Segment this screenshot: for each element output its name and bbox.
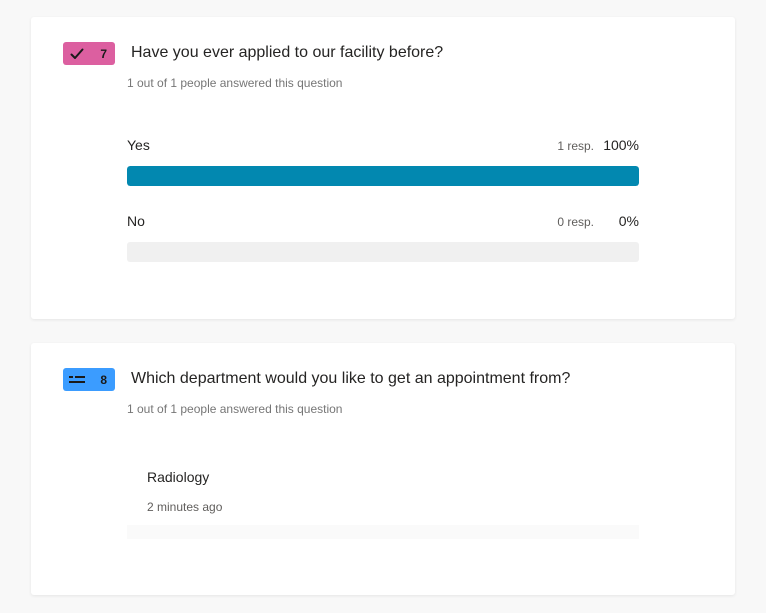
question-title: Which department would you like to get a…	[131, 370, 571, 387]
question-card-8: 8 Which department would you like to get…	[31, 343, 735, 595]
checkmark-icon	[69, 47, 85, 61]
question-card-7: 7 Have you ever applied to our facility …	[31, 17, 735, 319]
response-text: Radiology	[147, 469, 210, 485]
option-percent: 100%	[603, 137, 639, 153]
response-time: 2 minutes ago	[147, 500, 223, 514]
question-number: 7	[100, 46, 107, 61]
question-title: Have you ever applied to our facility be…	[131, 44, 444, 61]
response-footer	[127, 525, 639, 539]
response-item: Radiology 2 minutes ago	[127, 455, 639, 539]
option-label: No	[127, 213, 145, 229]
option-label: Yes	[127, 137, 150, 153]
option-percent: 0%	[618, 213, 639, 229]
question-badge-text: 8	[63, 368, 115, 391]
option-responses: 0 resp.	[557, 215, 594, 229]
question-badge-choice: 7	[63, 42, 115, 65]
question-number: 8	[100, 372, 107, 387]
option-bar-track	[127, 166, 639, 186]
option-bar-track	[127, 242, 639, 262]
answered-count: 1 out of 1 people answered this question	[127, 402, 343, 416]
answered-count: 1 out of 1 people answered this question	[127, 76, 343, 90]
option-bar-fill	[127, 166, 639, 186]
option-responses: 1 resp.	[557, 139, 594, 153]
text-lines-icon	[69, 373, 85, 387]
